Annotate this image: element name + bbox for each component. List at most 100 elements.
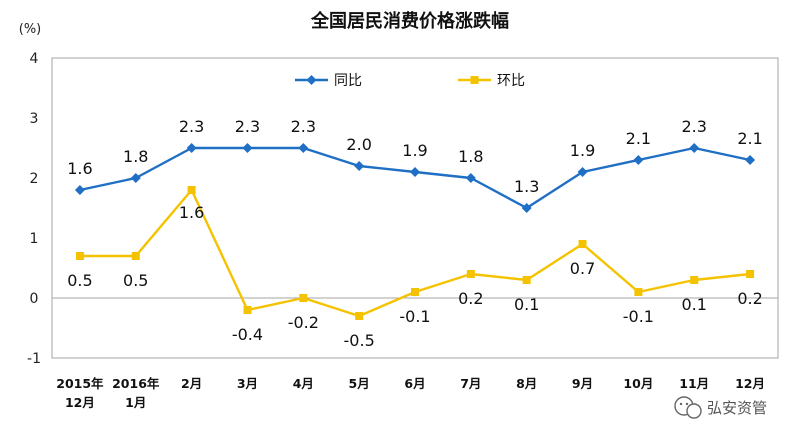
series-point-1 bbox=[746, 270, 755, 278]
series-point-1 bbox=[187, 186, 196, 194]
x-tick-line: 4月 bbox=[293, 376, 314, 391]
watermark-text: 弘安资管 bbox=[707, 399, 767, 417]
wechat-icon bbox=[674, 396, 702, 419]
x-tick-line: 12月 bbox=[65, 395, 95, 410]
series-point-0 bbox=[577, 167, 588, 177]
series-layer bbox=[74, 143, 756, 320]
data-label-1: -0.1 bbox=[623, 307, 654, 326]
series-point-0 bbox=[242, 143, 253, 153]
x-tick-line: 2月 bbox=[181, 376, 202, 391]
x-tick-line: 2016年 bbox=[112, 376, 160, 391]
series-point-1 bbox=[355, 312, 364, 320]
legend-item-yoy: 同比 bbox=[295, 73, 362, 89]
legend-marker-mom bbox=[470, 76, 479, 84]
x-tick-label: 6月 bbox=[404, 376, 425, 391]
series-point-0 bbox=[465, 173, 476, 183]
series-point-1 bbox=[690, 276, 699, 284]
data-label-1: 0.5 bbox=[123, 271, 148, 290]
data-label-0: 2.1 bbox=[737, 129, 762, 148]
series-point-0 bbox=[186, 143, 197, 153]
legend-label-yoy: 同比 bbox=[334, 73, 362, 89]
series-point-1 bbox=[299, 294, 308, 302]
series-point-1 bbox=[466, 270, 475, 278]
legend-label-mom: 环比 bbox=[497, 73, 525, 89]
series-point-0 bbox=[74, 185, 85, 195]
series-point-1 bbox=[578, 240, 587, 248]
watermark: 弘安资管 bbox=[674, 396, 767, 419]
x-tick-line: 8月 bbox=[516, 376, 537, 391]
x-tick-line: 5月 bbox=[349, 376, 370, 391]
data-label-0: 1.9 bbox=[570, 141, 595, 160]
x-tick-line: 10月 bbox=[623, 376, 653, 391]
y-tick-label: -1 bbox=[27, 351, 41, 367]
data-label-0: 1.6 bbox=[67, 159, 92, 178]
legend-item-mom: 环比 bbox=[458, 73, 525, 89]
series-point-0 bbox=[521, 203, 532, 213]
series-point-0 bbox=[633, 155, 644, 165]
data-label-0: 2.1 bbox=[626, 129, 651, 148]
series-point-1 bbox=[243, 306, 252, 314]
series-point-0 bbox=[689, 143, 700, 153]
x-tick-line: 2015年 bbox=[56, 376, 104, 391]
x-tick-label: 3月 bbox=[237, 376, 258, 391]
x-tick-label: 4月 bbox=[293, 376, 314, 391]
y-tick-label: 1 bbox=[30, 231, 39, 247]
data-label-1: 0.5 bbox=[67, 271, 92, 290]
data-label-0: 2.3 bbox=[235, 117, 260, 136]
data-label-0: 2.0 bbox=[346, 135, 371, 154]
series-point-1 bbox=[522, 276, 531, 284]
x-tick-label: 2月 bbox=[181, 376, 202, 391]
data-label-0: 2.3 bbox=[291, 117, 316, 136]
data-label-0: 1.8 bbox=[123, 147, 148, 166]
y-tick-label: 3 bbox=[30, 111, 39, 127]
x-tick-line: 6月 bbox=[404, 376, 425, 391]
x-tick-label: 7月 bbox=[460, 376, 481, 391]
series-point-0 bbox=[410, 167, 420, 177]
x-tick-label: 9月 bbox=[572, 376, 593, 391]
x-axis-ticks: 2015年 12月 2016年 1月 2月 3月 4月 5月 6月 7月 8月 9月 10月 11月 12月 bbox=[56, 376, 765, 410]
series-point-0 bbox=[130, 173, 141, 183]
data-label-1: 0.1 bbox=[682, 295, 707, 314]
series-point-0 bbox=[298, 143, 309, 153]
data-label-0: 2.3 bbox=[179, 117, 204, 136]
legend-marker-yoy bbox=[306, 75, 317, 85]
data-label-1: 1.6 bbox=[179, 203, 204, 222]
y-tick-label: 4 bbox=[30, 51, 39, 67]
data-label-1: -0.4 bbox=[232, 325, 263, 344]
x-tick-label: 5月 bbox=[349, 376, 370, 391]
x-tick-label: 2015年 12月 bbox=[56, 376, 104, 410]
data-label-1: -0.1 bbox=[399, 307, 430, 326]
series-point-1 bbox=[411, 288, 419, 296]
series-point-0 bbox=[354, 161, 365, 171]
chart-title: 全国居民消费价格涨跌幅 bbox=[310, 10, 509, 32]
series-point-1 bbox=[131, 252, 140, 260]
legend: 同比 环比 bbox=[295, 73, 525, 89]
y-tick-label: 2 bbox=[30, 171, 39, 187]
x-tick-label: 12月 bbox=[735, 376, 765, 391]
series-point-0 bbox=[745, 155, 756, 165]
data-label-0: 2.3 bbox=[682, 117, 707, 136]
x-tick-label: 11月 bbox=[679, 376, 709, 391]
data-label-1: -0.2 bbox=[288, 313, 319, 332]
x-tick-label: 8月 bbox=[516, 376, 537, 391]
x-tick-label: 2016年 1月 bbox=[112, 376, 160, 410]
data-label-1: 0.1 bbox=[514, 295, 539, 314]
x-tick-line: 3月 bbox=[237, 376, 258, 391]
x-tick-label: 10月 bbox=[623, 376, 653, 391]
x-tick-line: 9月 bbox=[572, 376, 593, 391]
x-tick-line: 11月 bbox=[679, 376, 709, 391]
plot-area bbox=[51, 57, 779, 359]
data-label-0: 1.8 bbox=[458, 147, 483, 166]
data-label-1: -0.5 bbox=[344, 331, 375, 350]
series-point-1 bbox=[634, 288, 643, 296]
data-label-1: 0.2 bbox=[458, 289, 483, 308]
y-axis-unit: (%) bbox=[19, 22, 42, 37]
data-label-0: 1.9 bbox=[402, 141, 427, 160]
data-labels: 1.6 1.8 2.3 2.3 2.3 2.0 1.9 1.8 1.3 1.9 2.1 2.3 2.1 0… bbox=[67, 117, 763, 350]
x-tick-line: 12月 bbox=[735, 376, 765, 391]
data-label-1: 0.2 bbox=[737, 289, 762, 308]
x-tick-line: 1月 bbox=[125, 395, 146, 410]
data-label-1: 0.7 bbox=[570, 259, 595, 278]
data-label-0: 1.3 bbox=[514, 177, 539, 196]
